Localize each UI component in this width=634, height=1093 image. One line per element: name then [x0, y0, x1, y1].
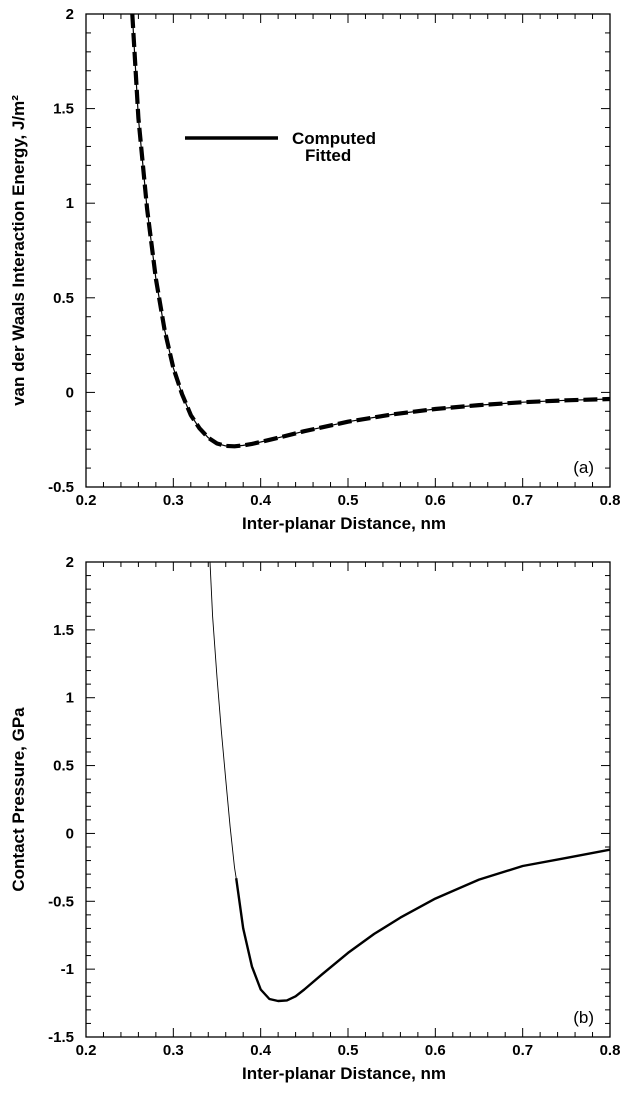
panel-b-x-tick-label: 0.5	[338, 1042, 359, 1059]
panel-a-y-tick-label: 0	[66, 384, 74, 401]
panel-b-x-tick-label: 0.4	[250, 1042, 272, 1059]
panel-b-series-line-thick	[235, 848, 610, 1003]
panel-b-frame	[85, 561, 611, 1038]
panel-b-y-tick-label: 0	[66, 825, 74, 842]
panel-b-y-tick-label: -1.5	[48, 1029, 74, 1046]
panel-b-x-axis-title: Inter-planar Distance, nm	[242, 1064, 446, 1083]
legend-fitted-label: Fitted	[305, 146, 351, 165]
panel-b-label: (b)	[573, 1008, 594, 1027]
panel-a-series-fitted-line	[130, 14, 610, 449]
panel-a-x-tick-label: 0.3	[163, 492, 184, 509]
panel-b-x-tick-label: 0.3	[163, 1042, 184, 1059]
panel-b-series-line-thin	[209, 562, 237, 879]
panel-b-y-tick-label: 2	[66, 554, 74, 571]
legend-computed-label: Computed	[292, 129, 376, 148]
panel-b-y-tick-label: 1.5	[53, 622, 74, 639]
panel-a-x-tick-label: 0.4	[250, 492, 272, 509]
panel-b-x-tick-label: 0.6	[425, 1042, 446, 1059]
panel-b-x-tick-label: 0.8	[600, 1042, 621, 1059]
panel-a-x-tick-label: 0.6	[425, 492, 446, 509]
panel-a-y-tick-label: 2	[66, 6, 74, 23]
panel-b-x-tick-label: 0.2	[76, 1042, 97, 1059]
panel-b-y-tick-label: -1	[61, 961, 74, 978]
panel-a-x-tick-label: 0.8	[600, 492, 621, 509]
panel-a-y-axis-title: van der Waals Interaction Energy, J/m²	[9, 95, 28, 406]
panel-b-y-tick-label: 0.5	[53, 758, 74, 775]
panel-a-y-tick-label: 1.5	[53, 101, 74, 118]
panel-b-y-axis-title: Contact Pressure, GPa	[9, 707, 28, 892]
panel-a-series-computed-line	[131, 14, 610, 447]
panel-b: 0.2 0.3 0.4 0.5 0.6 0.7 0.8 -1.5 -1 -0.5 0 0.5 1 1.5 2…	[9, 554, 620, 1083]
panel-a-x-tick-label: 0.5	[338, 492, 359, 509]
panel-a-y-tick-label: 0.5	[53, 290, 74, 307]
panel-a-frame	[85, 13, 611, 488]
panel-a-y-tick-label: 1	[66, 195, 74, 212]
panel-a-y-tick-label: -0.5	[48, 479, 74, 496]
panel-b-y-tick-label: 1	[66, 690, 74, 707]
panel-a: 0.2 0.3 0.4 0.5 0.6 0.7 0.8 -0.5 0 0.5 1 1.5 2 Inter-…	[9, 6, 620, 533]
panel-a-label: (a)	[573, 458, 594, 477]
panel-a-x-axis-title: Inter-planar Distance, nm	[242, 514, 446, 533]
panel-b-x-tick-label: 0.7	[512, 1042, 533, 1059]
panel-a-x-tick-label: 0.7	[512, 492, 533, 509]
panel-b-y-tick-label: -0.5	[48, 893, 74, 910]
panel-a-x-tick-label: 0.2	[76, 492, 97, 509]
